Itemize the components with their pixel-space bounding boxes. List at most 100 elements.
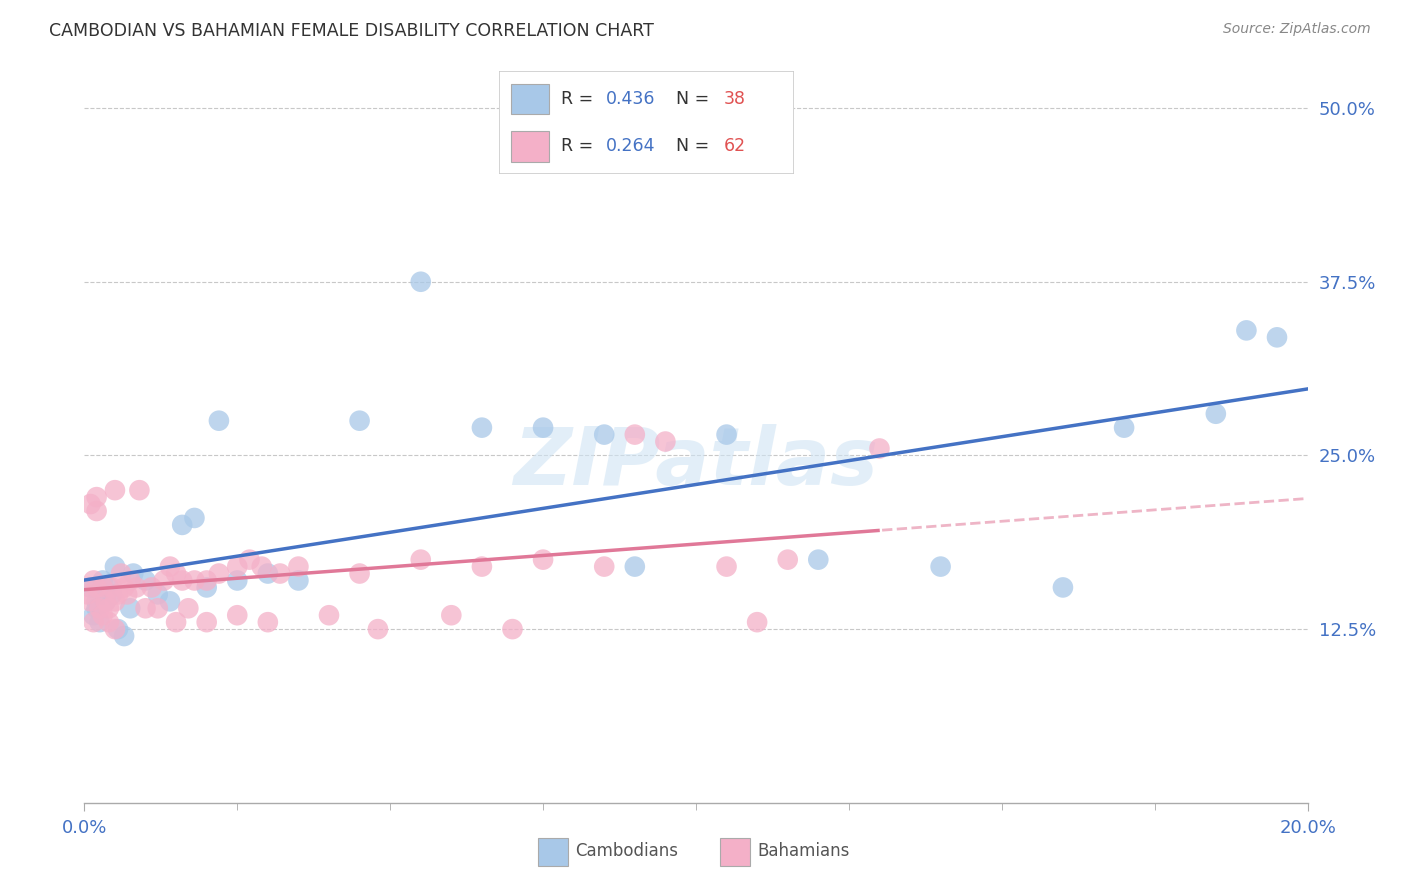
Point [1052,581,1074,595]
Point [135,601,157,615]
Point [125,581,148,595]
Point [208,566,231,581]
Text: Source: ZipAtlas.com: Source: ZipAtlas.com [1223,22,1371,37]
Text: 0.436: 0.436 [606,90,655,108]
Point [83,615,105,630]
Point [593,559,616,574]
Point [97,601,120,615]
Point [257,615,280,630]
Point [226,574,249,588]
Point [409,552,432,566]
Point [172,574,194,588]
Text: R =: R = [561,137,599,155]
Bar [510,84,550,114]
Point [1114,420,1136,434]
Point [159,559,181,574]
Point [159,594,181,608]
Point [94,594,117,608]
Point [747,615,769,630]
Text: ZIPatlas: ZIPatlas [513,425,879,502]
Text: Cambodians: Cambodians [575,842,678,860]
Point [250,559,273,574]
Point [654,434,676,449]
Point [318,608,340,623]
Point [128,483,150,498]
Point [91,574,114,588]
Point [226,608,249,623]
Point [120,601,142,615]
Point [112,629,135,643]
Point [86,601,108,615]
Point [165,566,187,581]
Point [471,559,494,574]
Point [153,574,176,588]
Point [104,622,127,636]
Point [195,615,218,630]
Point [91,608,114,623]
Point [89,601,111,615]
Point [107,622,129,636]
Point [83,608,105,623]
Point [929,559,952,574]
Point [89,615,111,630]
Point [165,615,187,630]
Point [177,601,200,615]
Text: 0.264: 0.264 [606,137,655,155]
Point [183,574,205,588]
Point [97,581,120,595]
Point [94,594,117,608]
Point [79,497,101,511]
Point [257,566,280,581]
Point [531,420,554,434]
Point [440,608,463,623]
Point [104,559,127,574]
Point [146,601,169,615]
Point [79,594,101,608]
Bar [720,838,751,866]
Text: Bahamians: Bahamians [756,842,849,860]
Point [79,581,101,595]
Bar [510,131,550,161]
Text: R =: R = [561,90,599,108]
Point [107,587,129,601]
Point [624,427,647,442]
Point [141,581,163,595]
Point [115,587,138,601]
Text: N =: N = [676,90,716,108]
Point [135,574,157,588]
Point [593,427,616,442]
Point [531,552,554,566]
Point [287,574,309,588]
Text: N =: N = [676,137,716,155]
Point [172,517,194,532]
Point [110,566,132,581]
Point [101,581,124,595]
Point [76,587,98,601]
Point [86,594,108,608]
Point [269,566,291,581]
Point [83,574,105,588]
Point [716,427,738,442]
Point [367,622,389,636]
Point [287,559,309,574]
Point [624,559,647,574]
Point [409,275,432,289]
Point [807,552,830,566]
Point [1265,330,1288,344]
Point [716,559,738,574]
Text: 38: 38 [724,90,745,108]
Point [195,574,218,588]
Point [226,559,249,574]
Point [1205,407,1227,421]
Text: 62: 62 [724,137,745,155]
Bar [537,838,568,866]
Point [195,581,218,595]
Point [349,566,371,581]
Point [1236,323,1258,337]
Point [91,581,114,595]
Point [104,483,127,498]
Point [97,615,120,630]
Point [349,414,371,428]
Point [776,552,799,566]
Text: CAMBODIAN VS BAHAMIAN FEMALE DISABILITY CORRELATION CHART: CAMBODIAN VS BAHAMIAN FEMALE DISABILITY … [49,22,654,40]
